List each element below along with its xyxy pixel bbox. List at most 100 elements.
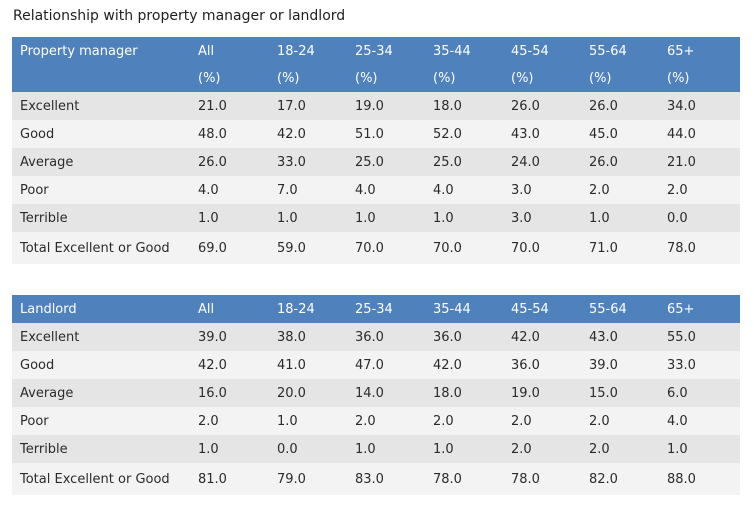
table-header-row: Property manager All 18-24 25-34 35-44 4… [12, 37, 740, 65]
table-cell: 1.0 [277, 413, 298, 429]
landlord-table: Landlord All 18-24 25-34 35-44 45-54 55-… [12, 295, 740, 495]
table-cell: 21.0 [667, 154, 696, 170]
table-cell: 26.0 [589, 154, 618, 170]
table-cell: 59.0 [277, 240, 306, 256]
table-row: Good 42.0 41.0 47.0 42.0 36.0 39.0 33.0 [12, 351, 740, 379]
table-cell: 42.0 [511, 329, 540, 345]
row-label: Average [20, 385, 74, 401]
table-cell: 0.0 [667, 210, 688, 226]
table-cell: 51.0 [355, 126, 384, 142]
table-cell: 43.0 [511, 126, 540, 142]
units-cell: (%) [433, 71, 456, 86]
table-cell: 15.0 [589, 385, 618, 401]
table-row: Terrible 1.0 1.0 1.0 1.0 3.0 1.0 0.0 [12, 204, 740, 232]
row-label: Good [20, 126, 55, 142]
units-cell: (%) [667, 71, 690, 86]
units-row: (%) (%) (%) (%) (%) (%) (%) [12, 65, 740, 92]
column-header-all: All [198, 301, 215, 317]
units-cell [12, 65, 190, 92]
table-row: Total Excellent or Good 69.0 59.0 70.0 70.0 7… [12, 232, 740, 264]
table-cell: 2.0 [589, 182, 610, 198]
table-cell: 1.0 [667, 441, 688, 457]
row-label: Poor [20, 413, 49, 429]
table-cell: 26.0 [511, 98, 540, 114]
table-row: Excellent 39.0 38.0 36.0 36.0 42.0 43.0 55.0 [12, 323, 740, 351]
table-cell: 88.0 [667, 471, 696, 487]
table-cell: 3.0 [511, 182, 532, 198]
column-header-18-24: 18-24 [277, 43, 315, 59]
table-body: Excellent 39.0 38.0 36.0 36.0 42.0 43.0 55.0 Goo… [12, 323, 740, 495]
table-row: Good 48.0 42.0 51.0 52.0 43.0 45.0 44.0 [12, 120, 740, 148]
table-cell: 2.0 [198, 413, 219, 429]
table-cell: 1.0 [198, 441, 219, 457]
units-cell: (%) [511, 71, 534, 86]
table-cell: 20.0 [277, 385, 306, 401]
table-cell: 33.0 [667, 357, 696, 373]
column-header-45-54: 45-54 [511, 301, 549, 317]
table-cell: 3.0 [511, 210, 532, 226]
table-cell: 19.0 [511, 385, 540, 401]
property-manager-table: Property manager All 18-24 25-34 35-44 4… [12, 37, 740, 264]
column-header-45-54: 45-54 [511, 43, 549, 59]
table-row: Average 26.0 33.0 25.0 25.0 24.0 26.0 21.0 [12, 148, 740, 176]
table-cell: 1.0 [355, 441, 376, 457]
table-cell: 4.0 [355, 182, 376, 198]
row-label: Terrible [20, 441, 68, 457]
table-cell: 48.0 [198, 126, 227, 142]
table-cell: 81.0 [198, 471, 227, 487]
table-cell: 83.0 [355, 471, 384, 487]
table-cell: 69.0 [198, 240, 227, 256]
table-header-row: Landlord All 18-24 25-34 35-44 45-54 55-… [12, 295, 740, 323]
column-header-18-24: 18-24 [277, 301, 315, 317]
table-cell: 78.0 [667, 240, 696, 256]
units-cell: (%) [198, 71, 221, 86]
table-cell: 71.0 [589, 240, 618, 256]
row-label: Poor [20, 182, 49, 198]
column-header-65-plus: 65+ [667, 43, 695, 59]
table-cell: 42.0 [198, 357, 227, 373]
table-row: Poor 4.0 7.0 4.0 4.0 3.0 2.0 2.0 [12, 176, 740, 204]
table-cell: 78.0 [511, 471, 540, 487]
table-cell: 42.0 [433, 357, 462, 373]
table-cell: 39.0 [198, 329, 227, 345]
table-cell: 16.0 [198, 385, 227, 401]
table-cell: 26.0 [589, 98, 618, 114]
row-label: Average [20, 154, 74, 170]
table-cell: 78.0 [433, 471, 462, 487]
column-header-all: All [198, 43, 215, 59]
row-header-label: Landlord [20, 301, 77, 317]
column-header-55-64: 55-64 [589, 43, 627, 59]
table-cell: 18.0 [433, 98, 462, 114]
table-cell: 1.0 [589, 210, 610, 226]
table-body: Excellent 21.0 17.0 19.0 18.0 26.0 26.0 34.0 Goo… [12, 92, 740, 264]
row-label: Excellent [20, 329, 80, 345]
table-cell: 45.0 [589, 126, 618, 142]
table-cell: 0.0 [277, 441, 298, 457]
table-cell: 41.0 [277, 357, 306, 373]
column-header-65-plus: 65+ [667, 301, 695, 317]
table-cell: 36.0 [355, 329, 384, 345]
table-cell: 79.0 [277, 471, 306, 487]
table-cell: 34.0 [667, 98, 696, 114]
row-label: Excellent [20, 98, 80, 114]
table-cell: 1.0 [277, 210, 298, 226]
table-cell: 4.0 [198, 182, 219, 198]
table-cell: 24.0 [511, 154, 540, 170]
table-cell: 55.0 [667, 329, 696, 345]
table-row: Terrible 1.0 0.0 1.0 1.0 2.0 2.0 1.0 [12, 435, 740, 463]
units-cell: (%) [355, 71, 378, 86]
table-cell: 2.0 [667, 182, 688, 198]
table-cell: 2.0 [589, 441, 610, 457]
table-cell: 38.0 [277, 329, 306, 345]
table-cell: 1.0 [198, 210, 219, 226]
table-cell: 36.0 [433, 329, 462, 345]
page-title: Relationship with property manager or la… [13, 8, 346, 24]
row-label: Good [20, 357, 55, 373]
column-header-35-44: 35-44 [433, 301, 471, 317]
row-label: Total Excellent or Good [20, 471, 170, 487]
row-label: Total Excellent or Good [20, 240, 170, 256]
table-cell: 42.0 [277, 126, 306, 142]
table-cell: 82.0 [589, 471, 618, 487]
row-label: Terrible [20, 210, 68, 226]
table-cell: 1.0 [355, 210, 376, 226]
